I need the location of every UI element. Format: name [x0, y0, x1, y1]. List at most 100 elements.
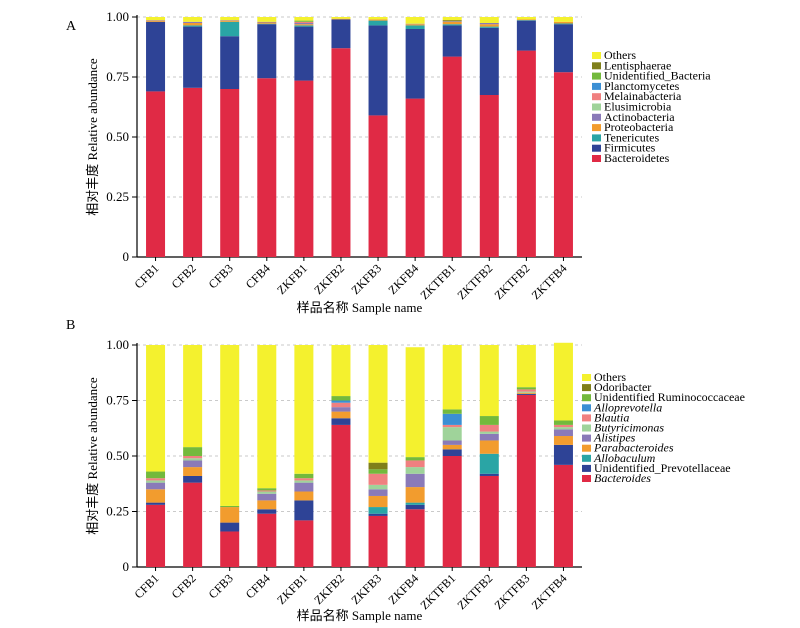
x-tick-label: ZKTFB4 — [529, 261, 570, 302]
bar-segment-blautia — [183, 456, 203, 459]
legend-label: Bacteroides — [594, 471, 651, 485]
y-tick-label: 0.50 — [106, 129, 129, 144]
x-tick-label: ZKFB3 — [348, 571, 384, 607]
bar-segment-proteobacteria — [294, 24, 314, 26]
bar-segment-unidentified-ruminococcaceae — [516, 387, 536, 390]
bar-segment-unidentified-ruminococcaceae — [405, 457, 425, 461]
legend-label: Melainabacteria — [604, 89, 682, 103]
bar-segment-firmicutes — [553, 24, 573, 73]
bar-segment-alistipes — [479, 433, 499, 441]
bar-segment-bacteroides — [442, 456, 462, 567]
bar-segment-others — [146, 345, 166, 472]
x-tick-label: ZKTFB2 — [454, 261, 495, 302]
x-tick-label: CFB2 — [169, 261, 199, 291]
legend-swatch — [582, 394, 591, 402]
bar-segment-unidentified-ruminococcaceae — [257, 488, 277, 491]
y-tick-label: 0.75 — [106, 393, 129, 408]
bar-segment-odoribacter — [368, 462, 388, 470]
bar-segment-firmicutes — [405, 29, 425, 99]
legend-swatch — [592, 134, 601, 142]
bar-segment-butyricimonas — [294, 480, 314, 483]
bar-segment-others — [368, 17, 388, 20]
bar-segment-parabacteroides — [479, 440, 499, 454]
legend-swatch — [582, 464, 591, 472]
bar-segment-alistipes — [405, 473, 425, 488]
bar-segment-butyricimonas — [257, 491, 277, 494]
bar-segment-proteobacteria — [553, 21, 573, 24]
bar-segment-proteobacteria — [331, 18, 351, 20]
bar-segment-unidentified-prevotellaceae — [183, 475, 203, 483]
bar-segment-unidentified-prevotellaceae — [257, 509, 277, 514]
bar-segment-bacteroidetes — [220, 89, 240, 257]
legend-label: Firmicutes — [604, 141, 656, 155]
bar-segment-tenericutes — [294, 25, 314, 27]
bar-segment-bacteroidetes — [368, 115, 388, 258]
bar-segment-butyricimonas — [368, 484, 388, 490]
legend-label: Planctomycetes — [604, 79, 680, 93]
bar-segment-proteobacteria — [479, 24, 499, 27]
legend-label: Odoribacter — [594, 380, 651, 394]
bar-segment-unidentified-ruminococcaceae — [368, 469, 388, 474]
bar-segment-unidentified-prevotellaceae — [553, 444, 573, 465]
bar-segment-others — [257, 17, 277, 22]
bar-segment-blautia — [331, 402, 351, 408]
bar-segment-others — [368, 345, 388, 463]
legend-label: Butyricimonas — [594, 421, 664, 435]
legend-label: Parabacteroides — [593, 441, 674, 455]
bar-segment-alistipes — [331, 407, 351, 412]
bar-segment-unidentified-prevotellaceae — [479, 473, 499, 476]
bar-segment-blautia — [257, 490, 277, 492]
bar-segment-others — [442, 345, 462, 410]
bar-segment-others — [442, 17, 462, 21]
legend-label: Tenericutes — [604, 130, 659, 144]
bar-segment-alistipes — [146, 482, 166, 490]
bar-segment-bacteroides — [257, 513, 277, 567]
x-tick-label: ZKFB2 — [311, 571, 347, 607]
legend-swatch — [592, 72, 601, 80]
bar-segment-tenericutes — [479, 26, 499, 28]
bar-segment-bacteroides — [516, 394, 536, 567]
x-tick-label: ZKTFB1 — [417, 571, 458, 612]
y-tick-label: 0.75 — [106, 69, 129, 84]
legend-label: Proteobacteria — [604, 120, 674, 134]
x-tick-label: ZKTFB4 — [529, 571, 570, 612]
bar-segment-blautia — [146, 478, 166, 481]
bar-segment-parabacteroides — [405, 487, 425, 503]
bar-segment-unidentified-ruminococcaceae — [220, 505, 240, 508]
x-tick-label: ZKTFB2 — [454, 571, 495, 612]
bar-segment-bacteroides — [553, 464, 573, 567]
bar-segment-tenericutes — [405, 25, 425, 29]
bar-segment-parabacteroides — [146, 489, 166, 503]
bar-segment-blautia — [294, 478, 314, 481]
bar-segment-others — [553, 17, 573, 22]
bar-segment-proteobacteria — [257, 22, 277, 24]
bar-segment-tenericutes — [442, 24, 462, 26]
bar-segment-butyricimonas — [183, 458, 203, 461]
y-tick-label: 0 — [123, 249, 130, 264]
legend-swatch — [592, 103, 601, 111]
bar-segment-actinobacteria — [257, 21, 277, 23]
x-tick-label: ZKTFB3 — [491, 571, 532, 612]
bar-segment-tenericutes — [553, 23, 573, 25]
x-tick-label: CFB1 — [131, 261, 161, 291]
x-tick-label: CFB3 — [206, 261, 236, 291]
bar-segment-proteobacteria — [368, 19, 388, 21]
legend-label: Unidentified_Bacteria — [604, 69, 711, 83]
bar-segment-proteobacteria — [405, 24, 425, 26]
x-axis-title: 样品名称 Sample name — [297, 608, 423, 623]
bar-segment-bacteroidetes — [553, 72, 573, 257]
bar-segment-melainabacteria — [294, 21, 314, 23]
bar-segment-firmicutes — [331, 19, 351, 49]
bar-segment-parabacteroides — [553, 436, 573, 445]
bar-segment-blautia — [368, 473, 388, 485]
x-tick-label: ZKFB1 — [274, 261, 310, 297]
legend-label: Actinobacteria — [604, 110, 675, 124]
bar-segment-proteobacteria — [516, 19, 536, 21]
legend-swatch — [592, 82, 601, 90]
legend-swatch — [592, 113, 601, 121]
legend-swatch — [582, 424, 591, 432]
legend-label: Allobaculum — [593, 451, 656, 465]
bar-segment-others — [183, 345, 203, 448]
bar-segment-tenericutes — [183, 25, 203, 27]
